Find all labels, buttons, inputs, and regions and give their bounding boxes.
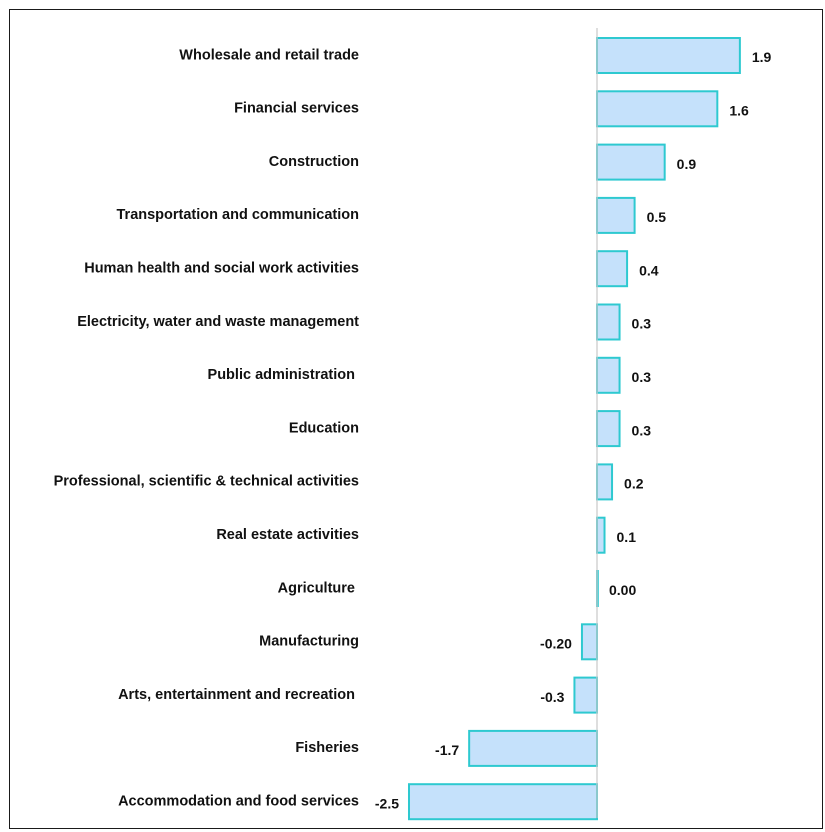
category-label: Construction bbox=[269, 154, 359, 170]
bar bbox=[596, 196, 636, 234]
bar bbox=[596, 90, 719, 128]
category-label: Electricity, water and waste management bbox=[77, 314, 359, 330]
value-label: 0.9 bbox=[677, 156, 697, 172]
value-label: -0.20 bbox=[540, 636, 572, 652]
bar bbox=[596, 37, 741, 74]
value-labels-group: 1.9 1.6 0.9 0.5 0.4 0.3 0.3 0.3 0.2 0.1 0.00 -0.20 -… bbox=[375, 49, 772, 811]
bar bbox=[408, 783, 598, 821]
category-label: Professional, scientific & technical act… bbox=[54, 474, 359, 490]
category-label: Public administration bbox=[208, 367, 359, 383]
category-label: Manufacturing bbox=[259, 634, 359, 650]
category-label: Financial services bbox=[234, 101, 359, 117]
value-label: 0.4 bbox=[639, 262, 659, 278]
chart-frame bbox=[9, 9, 823, 829]
value-label: 0.2 bbox=[624, 476, 644, 492]
value-label: -2.5 bbox=[375, 795, 399, 811]
bar bbox=[596, 303, 621, 341]
value-label: -0.3 bbox=[540, 689, 564, 705]
category-label: Real estate activities bbox=[216, 527, 359, 543]
bar bbox=[580, 623, 599, 661]
category-label: Agriculture bbox=[278, 580, 359, 596]
value-label: 0.00 bbox=[609, 582, 636, 598]
category-label: Transportation and communication bbox=[117, 207, 360, 223]
bars-group bbox=[408, 37, 741, 821]
category-label: Fisheries bbox=[295, 740, 359, 756]
category-label: Wholesale and retail trade bbox=[179, 47, 359, 63]
category-label: Arts, entertainment and recreation bbox=[118, 687, 359, 703]
bar bbox=[596, 516, 606, 554]
bar bbox=[573, 676, 599, 714]
value-label: 0.3 bbox=[632, 369, 652, 385]
bar bbox=[596, 356, 621, 394]
value-label: 1.9 bbox=[752, 49, 772, 65]
value-label: 0.3 bbox=[632, 316, 652, 332]
bar bbox=[468, 729, 598, 767]
category-label: Education bbox=[289, 420, 359, 436]
value-label: 0.1 bbox=[617, 529, 637, 545]
value-label: -1.7 bbox=[435, 742, 459, 758]
value-label: 1.6 bbox=[729, 103, 749, 119]
category-labels-group: Wholesale and retail trade Financial serv… bbox=[54, 47, 360, 809]
bar bbox=[596, 463, 614, 501]
bar bbox=[596, 410, 621, 448]
category-label: Human health and social work activities bbox=[84, 261, 359, 277]
bar bbox=[596, 143, 666, 181]
bar bbox=[596, 250, 629, 288]
category-label: Accommodation and food services bbox=[118, 794, 359, 810]
value-label: 0.3 bbox=[632, 422, 652, 438]
value-label: 0.5 bbox=[647, 209, 667, 225]
